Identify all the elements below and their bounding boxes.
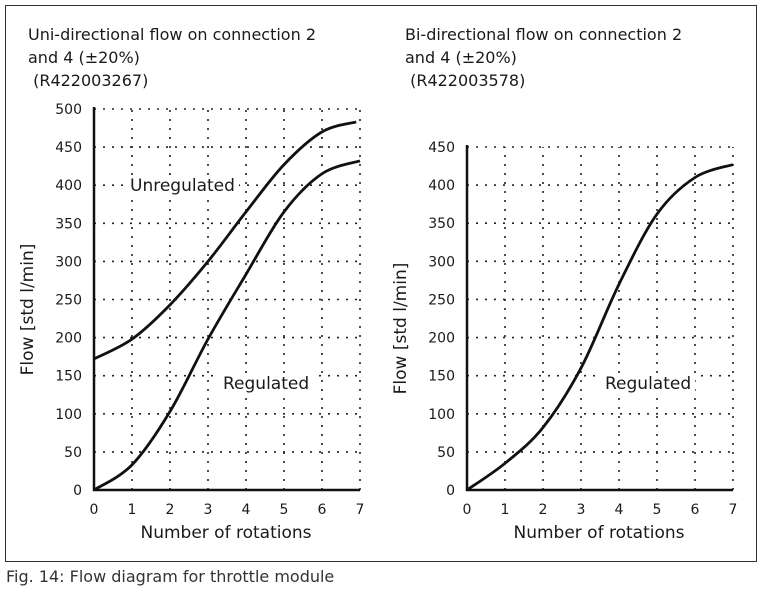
series-label-regulated: Regulated [605, 374, 691, 394]
x-tick-label: 5 [280, 502, 289, 518]
figure-caption: Fig. 14: Flow diagram for throttle modul… [6, 567, 335, 586]
figure-border [5, 5, 757, 562]
series-label-background [601, 374, 696, 394]
chart-title-line: (R422003578) [405, 71, 525, 90]
x-tick-label: 6 [691, 502, 700, 518]
series-line-regulated [93, 159, 361, 492]
y-tick-label: 0 [73, 483, 82, 499]
y-tick-label: 300 [428, 254, 455, 270]
y-axis-label: Flow [std l/min] [18, 244, 38, 376]
y-tick-label: 400 [55, 178, 82, 194]
y-tick-label: 250 [55, 293, 82, 309]
x-axis-label: Number of rotations [140, 523, 311, 543]
y-tick-label: 50 [64, 445, 82, 461]
y-tick-label: 450 [55, 140, 82, 156]
x-tick-label: 3 [577, 502, 586, 518]
y-tick-label: 350 [55, 216, 82, 232]
series-line-unregulated [93, 120, 357, 361]
y-tick-label: 150 [55, 369, 82, 385]
chart-title-line: (R422003267) [28, 71, 148, 90]
x-tick-label: 6 [318, 502, 327, 518]
x-tick-label: 7 [356, 502, 365, 518]
series-label-background [219, 374, 314, 394]
x-tick-label: 0 [463, 502, 472, 518]
y-tick-label: 200 [55, 331, 82, 347]
y-tick-label: 150 [428, 369, 455, 385]
x-tick-label: 4 [242, 502, 251, 518]
x-tick-label: 3 [204, 502, 213, 518]
x-tick-label: 2 [539, 502, 548, 518]
series-label-unregulated: Unregulated [130, 176, 235, 196]
y-axis-label: Flow [std l/min] [391, 263, 411, 395]
chart-title-line: Uni-directional flow on connection 2 [28, 25, 316, 44]
y-tick-label: 0 [446, 483, 455, 499]
y-tick-label: 400 [428, 178, 455, 194]
series-line-regulated [466, 163, 734, 492]
x-tick-label: 4 [615, 502, 624, 518]
x-tick-label: 7 [729, 502, 738, 518]
series-label-background [126, 176, 239, 196]
x-axis-label: Number of rotations [513, 523, 684, 543]
x-tick-label: 2 [166, 502, 175, 518]
y-tick-label: 500 [55, 102, 82, 118]
chart-title-line: Bi-directional flow on connection 2 [405, 25, 682, 44]
y-tick-label: 100 [55, 407, 82, 423]
y-tick-label: 450 [428, 140, 455, 156]
series-label-regulated: Regulated [223, 374, 309, 394]
x-tick-label: 1 [501, 502, 510, 518]
chart-title-line: and 4 (±20%) [405, 48, 517, 67]
y-tick-label: 300 [55, 254, 82, 270]
chart-2: Bi-directional flow on connection 2 and 4… [391, 25, 737, 543]
chart-title-line: and 4 (±20%) [28, 48, 140, 67]
x-tick-label: 0 [90, 502, 99, 518]
y-tick-label: 100 [428, 407, 455, 423]
x-tick-label: 5 [653, 502, 662, 518]
x-tick-label: 1 [128, 502, 137, 518]
y-tick-label: 200 [428, 331, 455, 347]
chart-1: Uni-directional flow on connection 2 and … [18, 25, 364, 543]
y-tick-label: 350 [428, 216, 455, 232]
y-tick-label: 250 [428, 292, 455, 308]
y-tick-label: 50 [437, 445, 455, 461]
